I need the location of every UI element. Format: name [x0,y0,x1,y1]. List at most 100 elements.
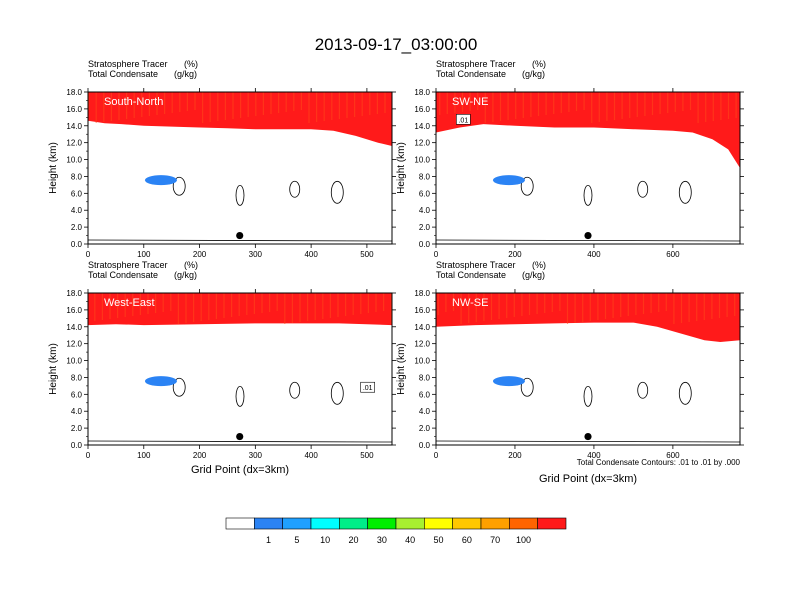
x-tick-label: 400 [304,250,318,259]
panel-west-east: .01 West-East Stratosphere Tracer (%) Total … [48,260,396,476]
panel-label: West-East [104,297,155,309]
tracer-streak [354,92,356,117]
y-tick-label: 8.0 [419,172,431,181]
tracer-streak [636,92,638,117]
tracer-streak [147,293,149,314]
tracer-streak [559,293,561,311]
tracer-streak [269,293,271,312]
colorbar-swatch-7 [424,517,453,530]
y-tick-label: 0.0 [419,240,431,249]
y-axis-label: Height (km) [396,142,407,194]
x-tick-label: 500 [360,250,374,259]
tracer-streak [568,92,570,112]
tracer-streak [726,293,728,317]
tracer-streak [193,293,195,322]
tracer-streak [620,293,622,317]
y-tick-label: 2.0 [419,223,431,232]
tracer-streak [665,293,667,311]
colorbar-label: 30 [377,535,387,545]
field2-name: Total Condensate [88,270,158,280]
tracer-streak [490,293,493,320]
tracer-streak [452,293,455,311]
condensate-contour [330,180,344,204]
y-tick-label: 8.0 [419,373,431,382]
tracer-streak [299,293,301,322]
field-name: Stratosphere Tracer [436,59,516,69]
tracer-streak [255,92,257,116]
tracer-streak [574,293,576,323]
tracer-streak [88,92,90,110]
tracer-streak [293,92,295,111]
field2-unit: (g/kg) [522,270,545,280]
x-tick-label: 100 [137,451,151,460]
tracer-streak [718,293,721,318]
y-tick-label: 16.0 [414,306,430,315]
tracer-streak [682,92,684,111]
tracer-streak [285,92,287,112]
colorbar-swatch-6 [395,517,425,530]
y-tick-label: 14.0 [414,323,430,332]
tracer-streak [383,293,385,311]
tracer-streak [314,293,316,320]
tracer-streak [507,92,509,120]
colorbar-label: 20 [348,535,358,545]
tracer-streak [367,293,369,313]
tracer-streak [132,293,134,316]
y-tick-label: 18.0 [66,289,82,298]
surface-contour [88,239,392,242]
tracer-streak [720,92,722,120]
tracer-streak [597,293,599,320]
tracer-streak [141,92,143,117]
condensate-contour [172,377,186,397]
tracer-streak [522,92,524,118]
tracer-patch [492,175,525,186]
field-unit: (%) [532,59,546,69]
y-tick-label: 18.0 [414,88,430,97]
colorbar-label: 5 [294,535,299,545]
x-tick-label: 400 [587,451,601,460]
tracer-streak [110,92,112,121]
y-tick-label: 18.0 [414,289,430,298]
tracer-streak [575,92,578,111]
tracer-patch [492,376,525,387]
tracer-streak [680,293,683,323]
y-tick-label: 2.0 [419,424,431,433]
tracer-streak [454,92,456,113]
y-tick-label: 16.0 [66,306,82,315]
tracer-streak [133,92,135,118]
tracer-streak [477,92,479,110]
colorbar-label: 60 [462,535,472,545]
condensate-contour [583,184,593,206]
tracer-streak [515,92,517,119]
colorbar-swatch-8 [452,517,482,530]
tracer-streak [735,92,737,118]
tracer-streak [117,293,119,318]
x-tick-label: 0 [434,250,439,259]
y-tick-label: 0.0 [71,441,83,450]
condensate-contour [637,381,649,399]
y-tick-label: 18.0 [66,88,82,97]
x-tick-label: 500 [360,451,374,460]
panel-sw-ne: .01 SW-NE Stratosphere Tracer (%) Total Cond… [396,59,744,259]
tracer-streak [475,293,477,322]
tracer-streak [94,293,96,321]
y-tick-label: 10.0 [66,357,82,366]
tracer-streak [246,293,248,315]
tracer-streak [331,92,333,120]
condensate-contour [172,176,186,196]
tracer-streak [360,293,362,314]
y-tick-label: 12.0 [414,340,430,349]
tracer-streak [118,92,120,120]
tracer-streak [164,92,166,114]
tracer-streak [506,293,508,318]
tracer-streak [536,293,538,314]
y-tick-label: 6.0 [419,390,431,399]
tracer-streak [688,293,690,322]
location-marker [584,432,592,441]
x-tick-label: 0 [86,250,91,259]
condensate-contour [678,180,692,204]
y-tick-label: 10.0 [414,357,430,366]
y-tick-label: 2.0 [71,223,83,232]
y-tick-label: 2.0 [71,424,83,433]
field2-name: Total Condensate [88,69,158,79]
